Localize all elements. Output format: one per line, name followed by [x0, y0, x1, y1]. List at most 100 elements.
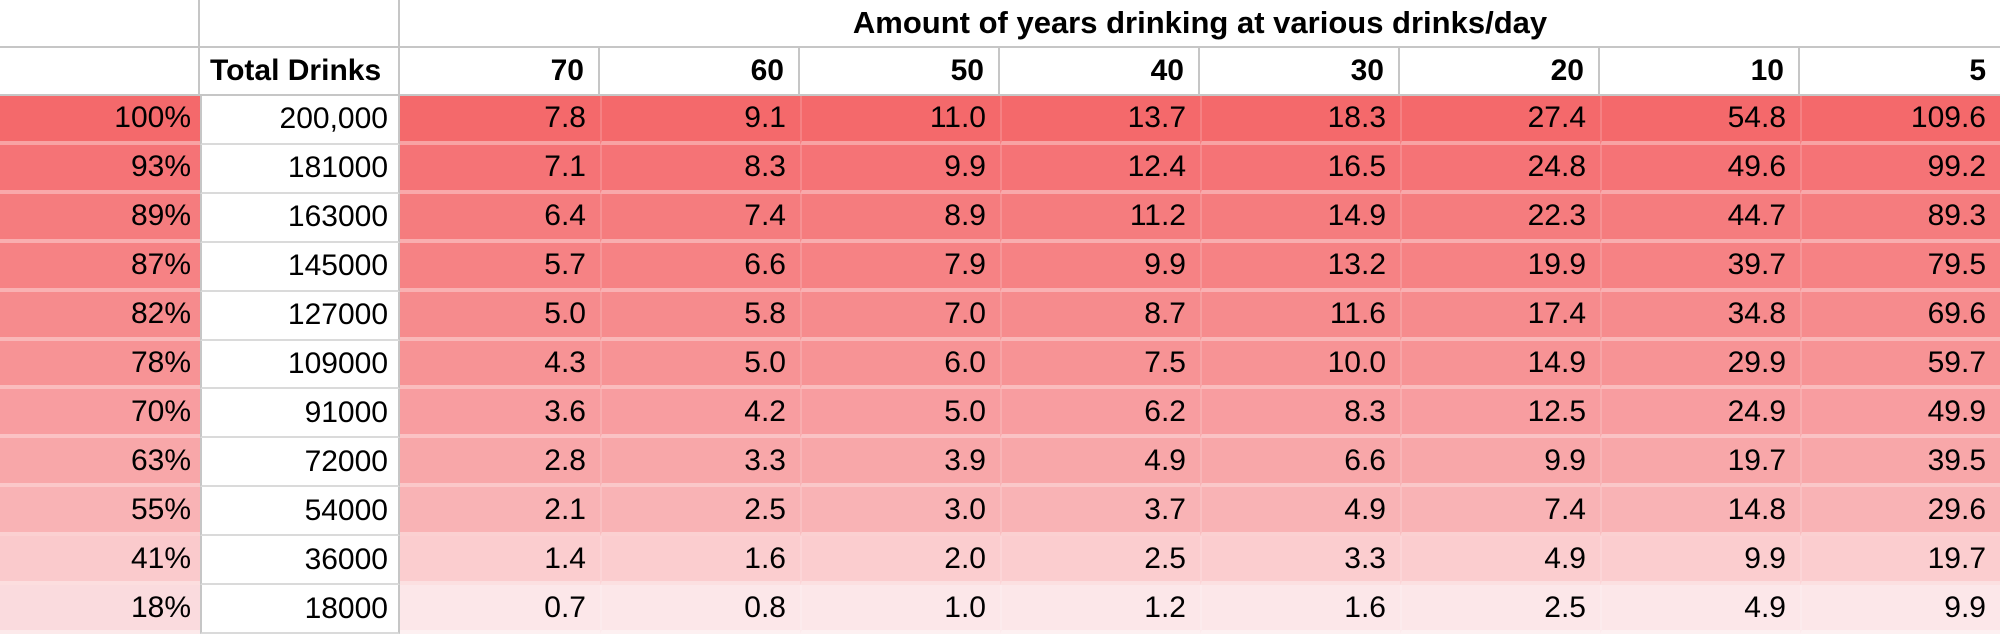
value-cell[interactable]: 5.7	[400, 242, 600, 292]
total-drinks-cell[interactable]: 91000	[200, 389, 400, 439]
column-header-20[interactable]: 20	[1400, 48, 1600, 96]
value-cell[interactable]: 6.6	[1200, 438, 1400, 488]
column-header-10[interactable]: 10	[1600, 48, 1800, 96]
value-cell[interactable]: 2.5	[600, 487, 800, 537]
value-cell[interactable]: 17.4	[1400, 291, 1600, 341]
value-cell[interactable]: 24.9	[1600, 389, 1800, 439]
value-cell[interactable]: 34.8	[1600, 291, 1800, 341]
value-cell[interactable]: 12.5	[1400, 389, 1600, 439]
value-cell[interactable]: 5.0	[600, 340, 800, 390]
value-cell[interactable]: 5.0	[800, 389, 1000, 439]
value-cell[interactable]: 13.2	[1200, 242, 1400, 292]
value-cell[interactable]: 8.3	[1200, 389, 1400, 439]
title-row-blank-cell-1[interactable]	[0, 0, 200, 48]
value-cell[interactable]: 3.3	[1200, 536, 1400, 586]
percent-cell[interactable]: 63%	[0, 438, 200, 488]
percent-cell[interactable]: 18%	[0, 585, 200, 634]
column-header-50[interactable]: 50	[800, 48, 1000, 96]
value-cell[interactable]: 3.0	[800, 487, 1000, 537]
value-cell[interactable]: 5.8	[600, 291, 800, 341]
value-cell[interactable]: 7.9	[800, 242, 1000, 292]
value-cell[interactable]: 6.6	[600, 242, 800, 292]
value-cell[interactable]: 12.4	[1000, 144, 1200, 194]
total-drinks-cell[interactable]: 163000	[200, 193, 400, 243]
value-cell[interactable]: 7.5	[1000, 340, 1200, 390]
total-drinks-cell[interactable]: 72000	[200, 438, 400, 488]
total-drinks-cell[interactable]: 181000	[200, 144, 400, 194]
value-cell[interactable]: 99.2	[1800, 144, 2000, 194]
value-cell[interactable]: 22.3	[1400, 193, 1600, 243]
value-cell[interactable]: 16.5	[1200, 144, 1400, 194]
value-cell[interactable]: 1.0	[800, 585, 1000, 634]
value-cell[interactable]: 39.5	[1800, 438, 2000, 488]
percent-cell[interactable]: 82%	[0, 291, 200, 341]
value-cell[interactable]: 19.9	[1400, 242, 1600, 292]
title-row-blank-cell-2[interactable]	[200, 0, 400, 48]
value-cell[interactable]: 44.7	[1600, 193, 1800, 243]
value-cell[interactable]: 8.3	[600, 144, 800, 194]
percent-cell[interactable]: 55%	[0, 487, 200, 537]
value-cell[interactable]: 6.2	[1000, 389, 1200, 439]
total-drinks-cell[interactable]: 18000	[200, 585, 400, 634]
value-cell[interactable]: 2.5	[1000, 536, 1200, 586]
value-cell[interactable]: 11.6	[1200, 291, 1400, 341]
value-cell[interactable]: 29.9	[1600, 340, 1800, 390]
total-drinks-cell[interactable]: 36000	[200, 536, 400, 586]
total-drinks-cell[interactable]: 109000	[200, 340, 400, 390]
table-title[interactable]: Amount of years drinking at various drin…	[400, 0, 2000, 48]
percent-cell[interactable]: 41%	[0, 536, 200, 586]
percent-cell[interactable]: 70%	[0, 389, 200, 439]
value-cell[interactable]: 1.6	[1200, 585, 1400, 634]
value-cell[interactable]: 49.6	[1600, 144, 1800, 194]
value-cell[interactable]: 4.9	[1200, 487, 1400, 537]
value-cell[interactable]: 1.6	[600, 536, 800, 586]
percent-cell[interactable]: 100%	[0, 96, 200, 145]
header-total-drinks[interactable]: Total Drinks	[200, 48, 400, 96]
value-cell[interactable]: 9.1	[600, 96, 800, 145]
value-cell[interactable]: 7.4	[600, 193, 800, 243]
value-cell[interactable]: 7.1	[400, 144, 600, 194]
column-header-5[interactable]: 5	[1800, 48, 2000, 96]
value-cell[interactable]: 3.9	[800, 438, 1000, 488]
value-cell[interactable]: 9.9	[1400, 438, 1600, 488]
value-cell[interactable]: 2.5	[1400, 585, 1600, 634]
value-cell[interactable]: 0.8	[600, 585, 800, 634]
value-cell[interactable]: 89.3	[1800, 193, 2000, 243]
value-cell[interactable]: 29.6	[1800, 487, 2000, 537]
value-cell[interactable]: 19.7	[1600, 438, 1800, 488]
total-drinks-cell[interactable]: 145000	[200, 242, 400, 292]
value-cell[interactable]: 18.3	[1200, 96, 1400, 145]
total-drinks-cell[interactable]: 200,000	[200, 96, 400, 145]
value-cell[interactable]: 8.9	[800, 193, 1000, 243]
value-cell[interactable]: 3.6	[400, 389, 600, 439]
value-cell[interactable]: 69.6	[1800, 291, 2000, 341]
value-cell[interactable]: 9.9	[800, 144, 1000, 194]
value-cell[interactable]: 27.4	[1400, 96, 1600, 145]
value-cell[interactable]: 4.9	[1400, 536, 1600, 586]
value-cell[interactable]: 0.7	[400, 585, 600, 634]
value-cell[interactable]: 11.2	[1000, 193, 1200, 243]
percent-cell[interactable]: 87%	[0, 242, 200, 292]
column-header-60[interactable]: 60	[600, 48, 800, 96]
value-cell[interactable]: 4.3	[400, 340, 600, 390]
value-cell[interactable]: 14.9	[1200, 193, 1400, 243]
value-cell[interactable]: 7.4	[1400, 487, 1600, 537]
value-cell[interactable]: 54.8	[1600, 96, 1800, 145]
value-cell[interactable]: 79.5	[1800, 242, 2000, 292]
total-drinks-cell[interactable]: 54000	[200, 487, 400, 537]
value-cell[interactable]: 19.7	[1800, 536, 2000, 586]
value-cell[interactable]: 8.7	[1000, 291, 1200, 341]
percent-cell[interactable]: 93%	[0, 144, 200, 194]
value-cell[interactable]: 39.7	[1600, 242, 1800, 292]
value-cell[interactable]: 14.9	[1400, 340, 1600, 390]
value-cell[interactable]: 3.3	[600, 438, 800, 488]
column-header-70[interactable]: 70	[400, 48, 600, 96]
value-cell[interactable]: 2.0	[800, 536, 1000, 586]
value-cell[interactable]: 5.0	[400, 291, 600, 341]
value-cell[interactable]: 109.6	[1800, 96, 2000, 145]
value-cell[interactable]: 1.2	[1000, 585, 1200, 634]
value-cell[interactable]: 4.9	[1600, 585, 1800, 634]
column-header-40[interactable]: 40	[1000, 48, 1200, 96]
value-cell[interactable]: 24.8	[1400, 144, 1600, 194]
percent-cell[interactable]: 78%	[0, 340, 200, 390]
